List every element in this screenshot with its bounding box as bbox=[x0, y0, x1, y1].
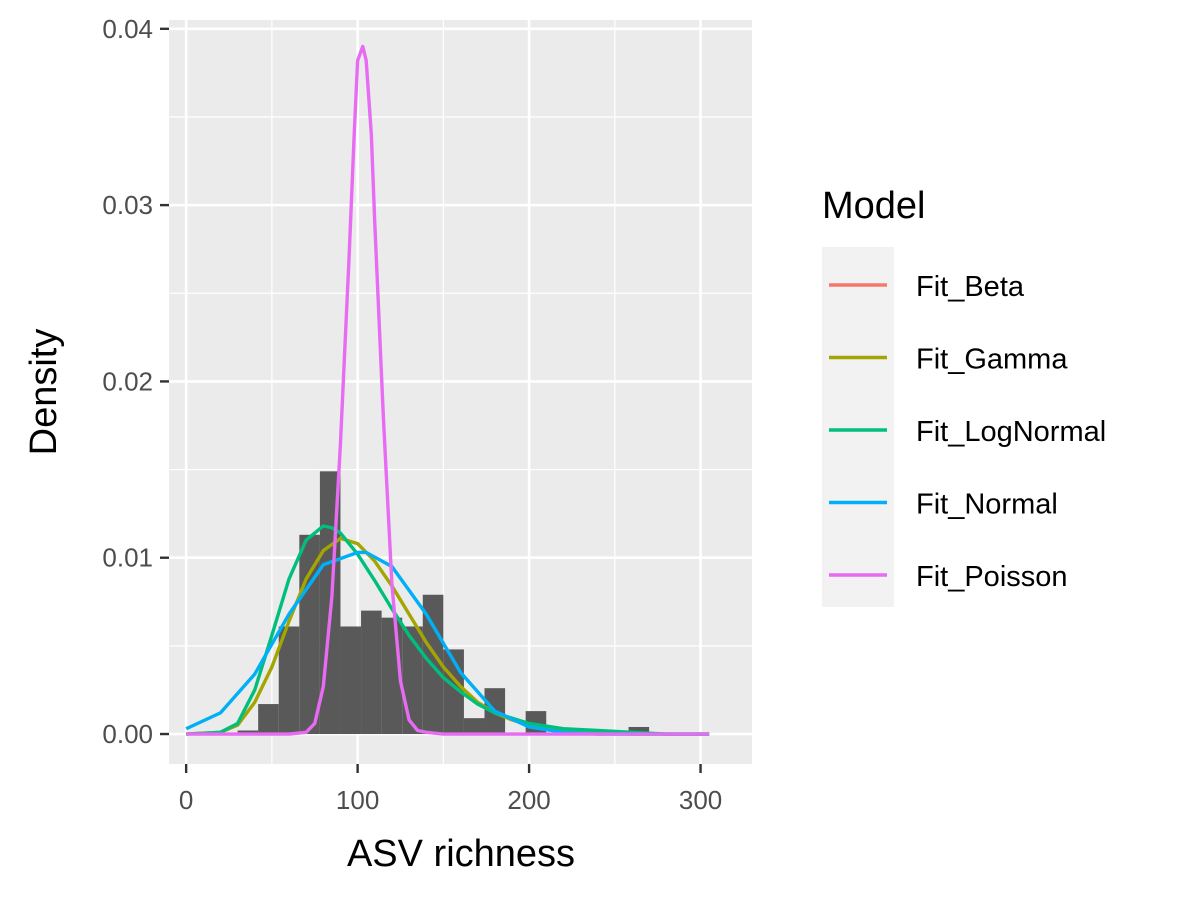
histogram-bar bbox=[628, 726, 650, 735]
histogram-bar bbox=[237, 730, 259, 735]
histogram-bar bbox=[361, 610, 382, 735]
x-tick-label: 300 bbox=[679, 785, 722, 815]
legend-item-fit-gamma: Fit_Gamma bbox=[829, 344, 1068, 376]
x-axis: 0 100 200 300 bbox=[179, 764, 722, 815]
legend-item-fit-lognormal: Fit_LogNormal bbox=[829, 416, 1106, 448]
x-tick-label: 100 bbox=[336, 785, 379, 815]
legend: Model Fit_Beta Fit_Gamma Fit_LogNormal Fit_… bbox=[822, 185, 1106, 607]
legend-label: Fit_Beta bbox=[916, 271, 1025, 303]
fit-curve-fit-lognormal bbox=[186, 524, 710, 736]
histogram-bar bbox=[278, 626, 300, 735]
legend-label: Fit_Normal bbox=[916, 489, 1058, 521]
fit-curve-fit-gamma bbox=[186, 536, 710, 736]
legend-label: Fit_Gamma bbox=[916, 344, 1068, 376]
legend-item-fit-beta: Fit_Beta bbox=[829, 271, 1025, 303]
histogram-bar bbox=[299, 534, 320, 735]
y-tick-label: 0.00 bbox=[102, 719, 153, 749]
histogram-bar bbox=[340, 626, 362, 735]
plot-panel bbox=[169, 20, 752, 764]
y-axis: 0.00 0.01 0.02 0.03 0.04 bbox=[102, 14, 169, 749]
legend-label: Fit_LogNormal bbox=[916, 416, 1106, 448]
histogram-bar bbox=[258, 704, 279, 735]
legend-item-fit-poisson: Fit_Poisson bbox=[829, 561, 1068, 593]
histogram-bar bbox=[463, 718, 485, 735]
legend-key-background bbox=[822, 247, 894, 607]
legend-label: Fit_Poisson bbox=[916, 561, 1068, 593]
fit-curves bbox=[185, 44, 710, 736]
y-tick-label: 0.02 bbox=[102, 366, 153, 396]
legend-item-fit-normal: Fit_Normal bbox=[829, 489, 1058, 521]
y-axis-title: Density bbox=[23, 329, 65, 456]
fit-curve-fit-poisson bbox=[186, 44, 710, 736]
x-tick-label: 0 bbox=[179, 785, 193, 815]
y-tick-label: 0.01 bbox=[102, 543, 153, 573]
y-tick-label: 0.04 bbox=[102, 14, 153, 44]
minor-gridlines bbox=[169, 20, 752, 764]
x-tick-label: 200 bbox=[507, 785, 550, 815]
x-axis-title: ASV richness bbox=[347, 833, 575, 875]
y-tick-label: 0.03 bbox=[102, 190, 153, 220]
legend-title: Model bbox=[822, 185, 926, 227]
